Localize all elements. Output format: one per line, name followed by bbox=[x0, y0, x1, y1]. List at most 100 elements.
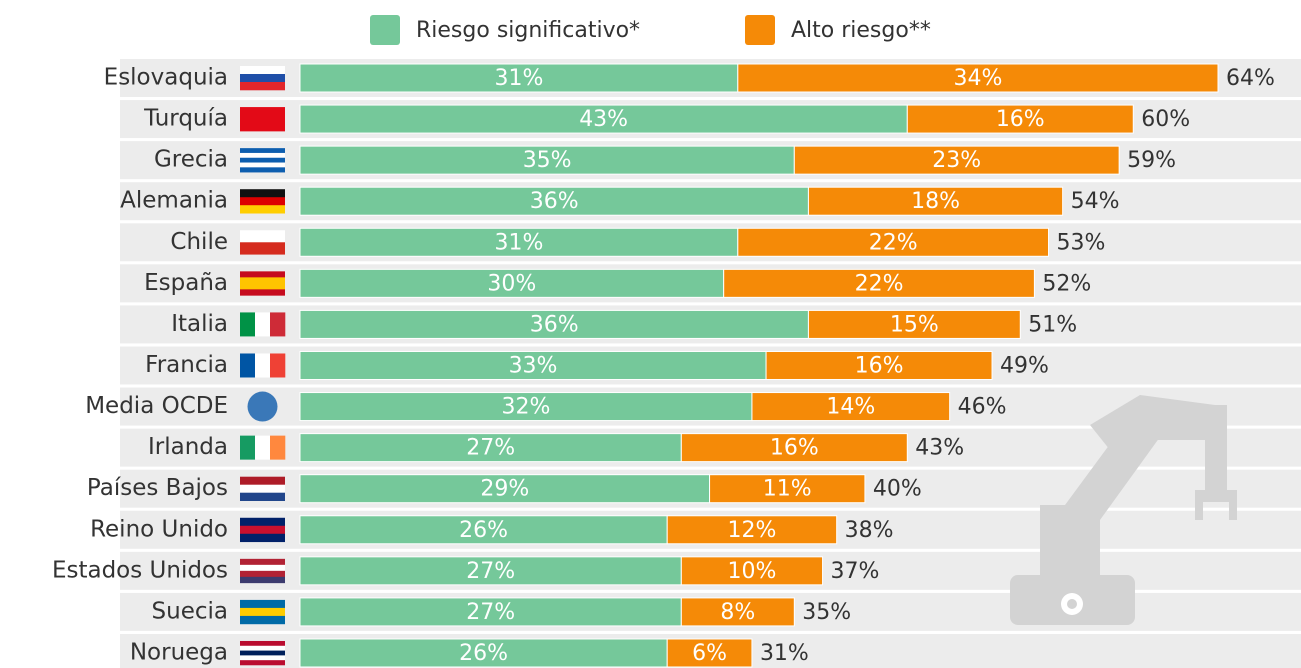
flag-icon bbox=[255, 436, 270, 460]
segment-label: 8% bbox=[720, 600, 755, 625]
category-label: Grecia bbox=[154, 147, 228, 173]
flag-icon bbox=[240, 477, 285, 485]
flag-icon bbox=[240, 153, 285, 158]
total-label: 59% bbox=[1127, 148, 1176, 173]
flag-icon bbox=[240, 158, 285, 163]
flag-icon bbox=[255, 312, 270, 336]
flag-icon bbox=[240, 163, 285, 168]
category-label: Irlanda bbox=[148, 434, 228, 460]
total-label: 64% bbox=[1226, 66, 1275, 91]
flag-icon bbox=[240, 66, 285, 74]
category-label: Italia bbox=[171, 311, 228, 337]
flag-icon bbox=[270, 353, 285, 377]
category-label: Estados Unidos bbox=[52, 557, 228, 583]
flag-icon bbox=[240, 82, 285, 90]
category-label: Francia bbox=[145, 352, 228, 378]
total-label: 53% bbox=[1057, 230, 1106, 255]
flag-icon bbox=[240, 107, 285, 131]
flag-icon bbox=[240, 577, 285, 583]
segment-label: 16% bbox=[996, 107, 1045, 132]
flag-icon bbox=[248, 392, 278, 422]
segment-label: 33% bbox=[509, 353, 558, 378]
segment-label: 27% bbox=[466, 600, 515, 625]
flag-icon bbox=[255, 353, 270, 377]
total-label: 49% bbox=[1000, 353, 1049, 378]
flag-icon bbox=[240, 660, 285, 665]
segment-label: 16% bbox=[855, 353, 904, 378]
flag-icon bbox=[240, 189, 285, 197]
segment-label: 16% bbox=[770, 436, 819, 461]
category-label: Países Bajos bbox=[87, 475, 228, 501]
flag-icon bbox=[240, 518, 285, 526]
segment-label: 35% bbox=[523, 148, 572, 173]
flag-icon bbox=[240, 353, 255, 377]
segment-label: 29% bbox=[480, 477, 529, 502]
segment-label: 30% bbox=[487, 271, 536, 296]
segment-label: 26% bbox=[459, 641, 508, 666]
flag-icon bbox=[240, 230, 285, 242]
segment-label: 23% bbox=[932, 148, 981, 173]
flag-icon bbox=[240, 436, 255, 460]
segment-label: 26% bbox=[459, 518, 508, 543]
flag-icon bbox=[240, 655, 285, 660]
segment-label: 31% bbox=[494, 66, 543, 91]
category-label: Suecia bbox=[152, 598, 228, 624]
total-label: 40% bbox=[873, 477, 922, 502]
segment-label: 6% bbox=[692, 641, 727, 666]
category-label: Alemania bbox=[120, 188, 228, 214]
legend-swatch bbox=[745, 15, 775, 45]
flag-icon bbox=[240, 205, 285, 213]
category-label: Reino Unido bbox=[90, 516, 228, 542]
total-label: 43% bbox=[915, 436, 964, 461]
flag-icon bbox=[270, 312, 285, 336]
segment-label: 34% bbox=[953, 66, 1002, 91]
segment-label: 10% bbox=[727, 559, 776, 584]
total-label: 37% bbox=[831, 559, 880, 584]
flag-icon bbox=[240, 641, 285, 646]
segment-label: 15% bbox=[890, 312, 939, 337]
flag-icon bbox=[240, 600, 285, 608]
flag-icon bbox=[240, 74, 285, 82]
total-label: 51% bbox=[1028, 312, 1077, 337]
flag-icon bbox=[240, 167, 285, 172]
flag-icon bbox=[240, 271, 285, 277]
segment-label: 22% bbox=[855, 271, 904, 296]
flag-icon bbox=[240, 608, 285, 616]
flag-icon bbox=[240, 242, 285, 254]
chart: Riesgo significativo*Alto riesgo** Eslov… bbox=[0, 0, 1301, 668]
flag-icon bbox=[240, 312, 255, 336]
total-label: 35% bbox=[802, 600, 851, 625]
segment-label: 36% bbox=[530, 189, 579, 214]
legend-label: Riesgo significativo* bbox=[416, 18, 640, 43]
category-label: Noruega bbox=[130, 639, 228, 665]
flag-icon bbox=[240, 534, 285, 542]
total-label: 60% bbox=[1141, 107, 1190, 132]
legend-swatch bbox=[370, 15, 400, 45]
segment-label: 27% bbox=[466, 436, 515, 461]
flag-icon bbox=[240, 277, 285, 283]
segment-label: 27% bbox=[466, 559, 515, 584]
flag-icon bbox=[240, 651, 285, 656]
legend: Riesgo significativo*Alto riesgo** bbox=[370, 15, 931, 45]
total-label: 46% bbox=[958, 395, 1007, 420]
segment-label: 31% bbox=[494, 230, 543, 255]
flag-icon bbox=[240, 526, 285, 534]
segment-label: 14% bbox=[826, 395, 875, 420]
flag-icon bbox=[240, 571, 285, 577]
total-label: 31% bbox=[760, 641, 809, 666]
flag-icon bbox=[240, 197, 285, 205]
category-label: Turquía bbox=[143, 106, 228, 132]
segment-label: 18% bbox=[911, 189, 960, 214]
category-label: Chile bbox=[170, 229, 228, 255]
flag-icon bbox=[240, 493, 285, 501]
flag-icon bbox=[270, 436, 285, 460]
flag-icon bbox=[240, 616, 285, 624]
flag-icon bbox=[240, 646, 285, 651]
flag-icon bbox=[240, 485, 285, 493]
segment-label: 12% bbox=[727, 518, 776, 543]
flag-icon bbox=[240, 559, 285, 565]
flag-icon bbox=[240, 289, 285, 295]
segment-label: 36% bbox=[530, 312, 579, 337]
category-label: Eslovaquia bbox=[104, 65, 228, 91]
flag-icon bbox=[240, 148, 285, 153]
